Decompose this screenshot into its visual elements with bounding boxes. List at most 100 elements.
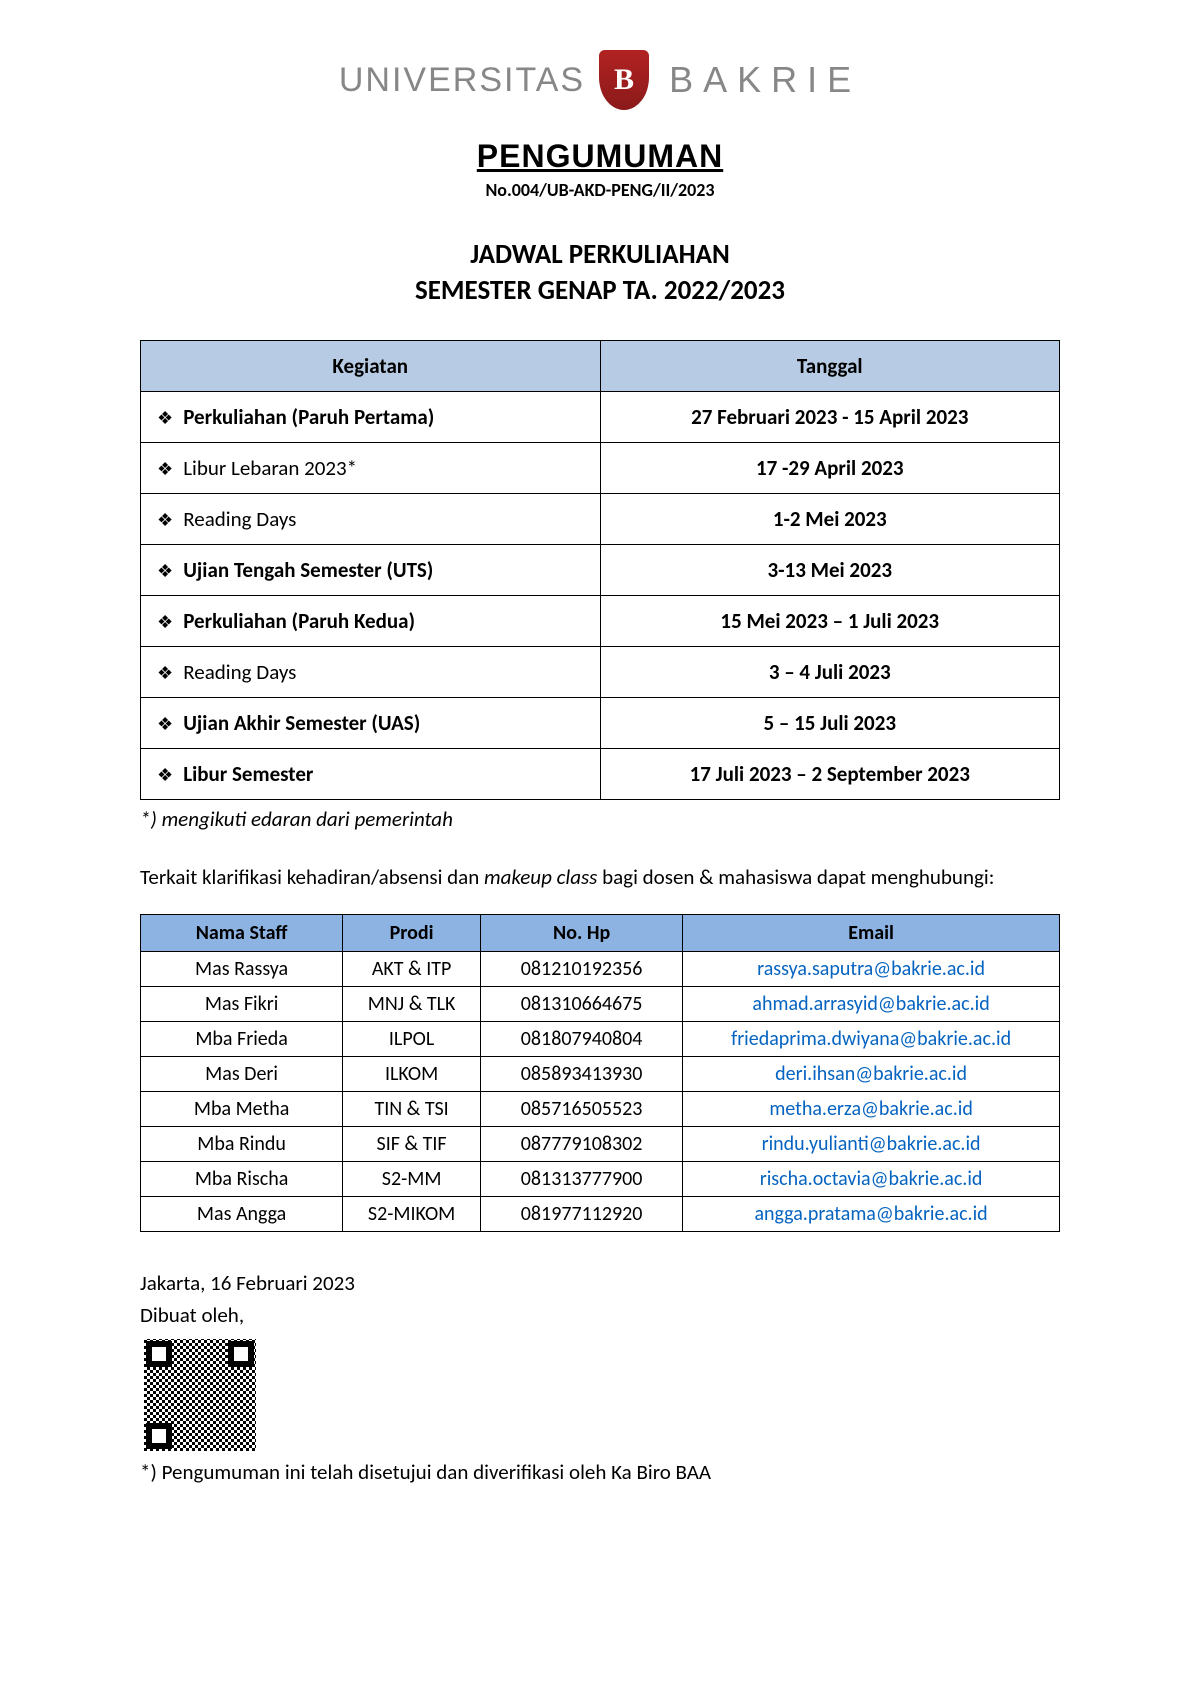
contacts-prodi-cell: ILPOL	[343, 1022, 481, 1057]
contacts-email-cell: angga.pratama@bakrie.ac.id	[683, 1197, 1060, 1232]
table-row: ❖ Reading Days 3 – 4 Juli 2023	[141, 646, 1060, 697]
email-link[interactable]: angga.pratama@bakrie.ac.id	[754, 1202, 987, 1226]
schedule-activity-cell: ❖ Libur Lebaran 2023*	[141, 442, 601, 493]
bullet-icon: ❖	[157, 713, 177, 735]
table-row: Mas FikriMNJ & TLK081310664675 ahmad.arra…	[141, 987, 1060, 1022]
schedule-activity-text: Ujian Tengah Semester (UTS)	[183, 557, 433, 583]
contacts-phone-cell: 081313777900	[481, 1162, 683, 1197]
contacts-name-cell: Mba Metha	[141, 1092, 343, 1127]
contacts-header-phone: No. Hp	[481, 915, 683, 952]
bullet-icon: ❖	[157, 764, 177, 786]
contacts-email-cell: deri.ihsan@bakrie.ac.id	[683, 1057, 1060, 1092]
schedule-activity-cell: ❖ Ujian Akhir Semester (UAS)	[141, 697, 601, 748]
email-link[interactable]: rischa.octavia@bakrie.ac.id	[760, 1167, 983, 1191]
contacts-name-cell: Mas Deri	[141, 1057, 343, 1092]
contacts-prodi-cell: ILKOM	[343, 1057, 481, 1092]
schedule-date-cell: 15 Mei 2023 – 1 Juli 2023	[600, 595, 1060, 646]
contacts-name-cell: Mas Angga	[141, 1197, 343, 1232]
table-row: Mas AnggaS2-MIKOM081977112920 angga.prata…	[141, 1197, 1060, 1232]
schedule-activity-cell: ❖ Libur Semester	[141, 748, 601, 799]
signature-block: Jakarta, 16 Februari 2023 Dibuat oleh, *…	[140, 1268, 1060, 1485]
document-number: No.004/UB-AKD-PENG/II/2023	[140, 179, 1060, 201]
logo-text-universitas: UNIVERSITAS	[339, 61, 585, 100]
document-subtitle: JADWAL PERKULIAHAN SEMESTER GENAP TA. 20…	[140, 237, 1060, 310]
logo-shield-letter: B	[614, 63, 634, 97]
table-row: ❖ Perkuliahan (Paruh Kedua)15 Mei 2023 –…	[141, 595, 1060, 646]
table-row: ❖ Reading Days1-2 Mei 2023	[141, 493, 1060, 544]
bullet-icon: ❖	[157, 662, 177, 684]
intro-pre: Terkait klarifikasi kehadiran/absensi da…	[140, 864, 484, 890]
bullet-icon: ❖	[157, 560, 177, 582]
schedule-header-date: Tanggal	[600, 340, 1060, 391]
contacts-prodi-cell: AKT & ITP	[343, 952, 481, 987]
bullet-icon: ❖	[157, 509, 177, 531]
email-link[interactable]: deri.ihsan@bakrie.ac.id	[775, 1062, 967, 1086]
contacts-header-name: Nama Staff	[141, 915, 343, 952]
contacts-name-cell: Mas Rassya	[141, 952, 343, 987]
schedule-date-cell: 27 Februari 2023 - 15 April 2023	[600, 391, 1060, 442]
schedule-activity-cell: ❖ Reading Days	[141, 493, 601, 544]
contacts-name-cell: Mba Rischa	[141, 1162, 343, 1197]
contacts-phone-cell: 081977112920	[481, 1197, 683, 1232]
sign-place-date: Jakarta, 16 Februari 2023	[140, 1268, 1060, 1300]
contacts-phone-cell: 085716505523	[481, 1092, 683, 1127]
email-link[interactable]: metha.erza@bakrie.ac.id	[769, 1097, 973, 1121]
schedule-date-cell: 1-2 Mei 2023	[600, 493, 1060, 544]
table-row: Mba MethaTIN & TSI085716505523 metha.erza…	[141, 1092, 1060, 1127]
email-link[interactable]: rindu.yulianti@bakrie.ac.id	[762, 1132, 981, 1156]
contacts-prodi-cell: S2-MIKOM	[343, 1197, 481, 1232]
contacts-phone-cell: 087779108302	[481, 1127, 683, 1162]
schedule-activity-text: Libur Semester	[183, 761, 313, 787]
footnote-schedule: *) mengikuti edaran dari pemerintah	[140, 806, 1060, 832]
intro-post: bagi dosen & mahasiswa dapat menghubungi…	[597, 864, 994, 890]
contacts-prodi-cell: MNJ & TLK	[343, 987, 481, 1022]
contacts-name-cell: Mba Rindu	[141, 1127, 343, 1162]
schedule-date-cell: 17 Juli 2023 – 2 September 2023	[600, 748, 1060, 799]
schedule-date-cell: 3-13 Mei 2023	[600, 544, 1060, 595]
email-link[interactable]: rassya.saputra@bakrie.ac.id	[757, 957, 985, 981]
contacts-name-cell: Mba Frieda	[141, 1022, 343, 1057]
schedule-date-cell: 17 -29 April 2023	[600, 442, 1060, 493]
schedule-activity-cell: ❖ Ujian Tengah Semester (UTS)	[141, 544, 601, 595]
university-logo: UNIVERSITAS B BAKRIE	[140, 50, 1060, 110]
schedule-activity-cell: ❖ Perkuliahan (Paruh Kedua)	[141, 595, 601, 646]
contacts-header-email: Email	[683, 915, 1060, 952]
table-row: ❖ Perkuliahan (Paruh Pertama)27 Februari…	[141, 391, 1060, 442]
contacts-name-cell: Mas Fikri	[141, 987, 343, 1022]
schedule-activity-text: Reading Days	[183, 506, 296, 532]
table-row: Mba FriedaILPOL081807940804 friedaprima.d…	[141, 1022, 1060, 1057]
contacts-phone-cell: 081310664675	[481, 987, 683, 1022]
table-row: ❖ Libur Lebaran 2023*17 -29 April 2023	[141, 442, 1060, 493]
contacts-email-cell: rischa.octavia@bakrie.ac.id	[683, 1162, 1060, 1197]
footnote-approval: *) Pengumuman ini telah disetujui dan di…	[140, 1459, 1060, 1485]
contacts-prodi-cell: S2-MM	[343, 1162, 481, 1197]
table-row: Mas DeriILKOM085893413930 deri.ihsan@bakr…	[141, 1057, 1060, 1092]
schedule-activity-text: Perkuliahan (Paruh Pertama)	[183, 404, 434, 430]
contacts-email-cell: rassya.saputra@bakrie.ac.id	[683, 952, 1060, 987]
email-link[interactable]: friedaprima.dwiyana@bakrie.ac.id	[731, 1027, 1011, 1051]
schedule-activity-cell: ❖ Perkuliahan (Paruh Pertama)	[141, 391, 601, 442]
contacts-email-cell: ahmad.arrasyid@bakrie.ac.id	[683, 987, 1060, 1022]
contacts-header-prodi: Prodi	[343, 915, 481, 952]
schedule-activity-text: Reading Days	[183, 659, 296, 685]
logo-text-bakrie: BAKRIE	[669, 59, 861, 101]
table-row: ❖ Ujian Akhir Semester (UAS)5 – 15 Juli …	[141, 697, 1060, 748]
qr-code-icon	[140, 1335, 260, 1455]
schedule-header-activity: Kegiatan	[141, 340, 601, 391]
logo-shield-icon: B	[599, 50, 649, 110]
contacts-phone-cell: 081807940804	[481, 1022, 683, 1057]
schedule-date-cell: 3 – 4 Juli 2023	[600, 646, 1060, 697]
email-link[interactable]: ahmad.arrasyid@bakrie.ac.id	[752, 992, 989, 1016]
contacts-prodi-cell: SIF & TIF	[343, 1127, 481, 1162]
bullet-icon: ❖	[157, 407, 177, 429]
intro-em: makeup class	[484, 864, 597, 890]
contacts-phone-cell: 085893413930	[481, 1057, 683, 1092]
subtitle-line1: JADWAL PERKULIAHAN	[470, 238, 730, 271]
subtitle-line2: SEMESTER GENAP TA. 2022/2023	[415, 274, 785, 307]
contacts-phone-cell: 081210192356	[481, 952, 683, 987]
table-row: ❖ Libur Semester17 Juli 2023 – 2 Septemb…	[141, 748, 1060, 799]
contacts-email-cell: friedaprima.dwiyana@bakrie.ac.id	[683, 1022, 1060, 1057]
bullet-icon: ❖	[157, 611, 177, 633]
contacts-prodi-cell: TIN & TSI	[343, 1092, 481, 1127]
announcement-title: PENGUMUMAN	[140, 138, 1060, 175]
